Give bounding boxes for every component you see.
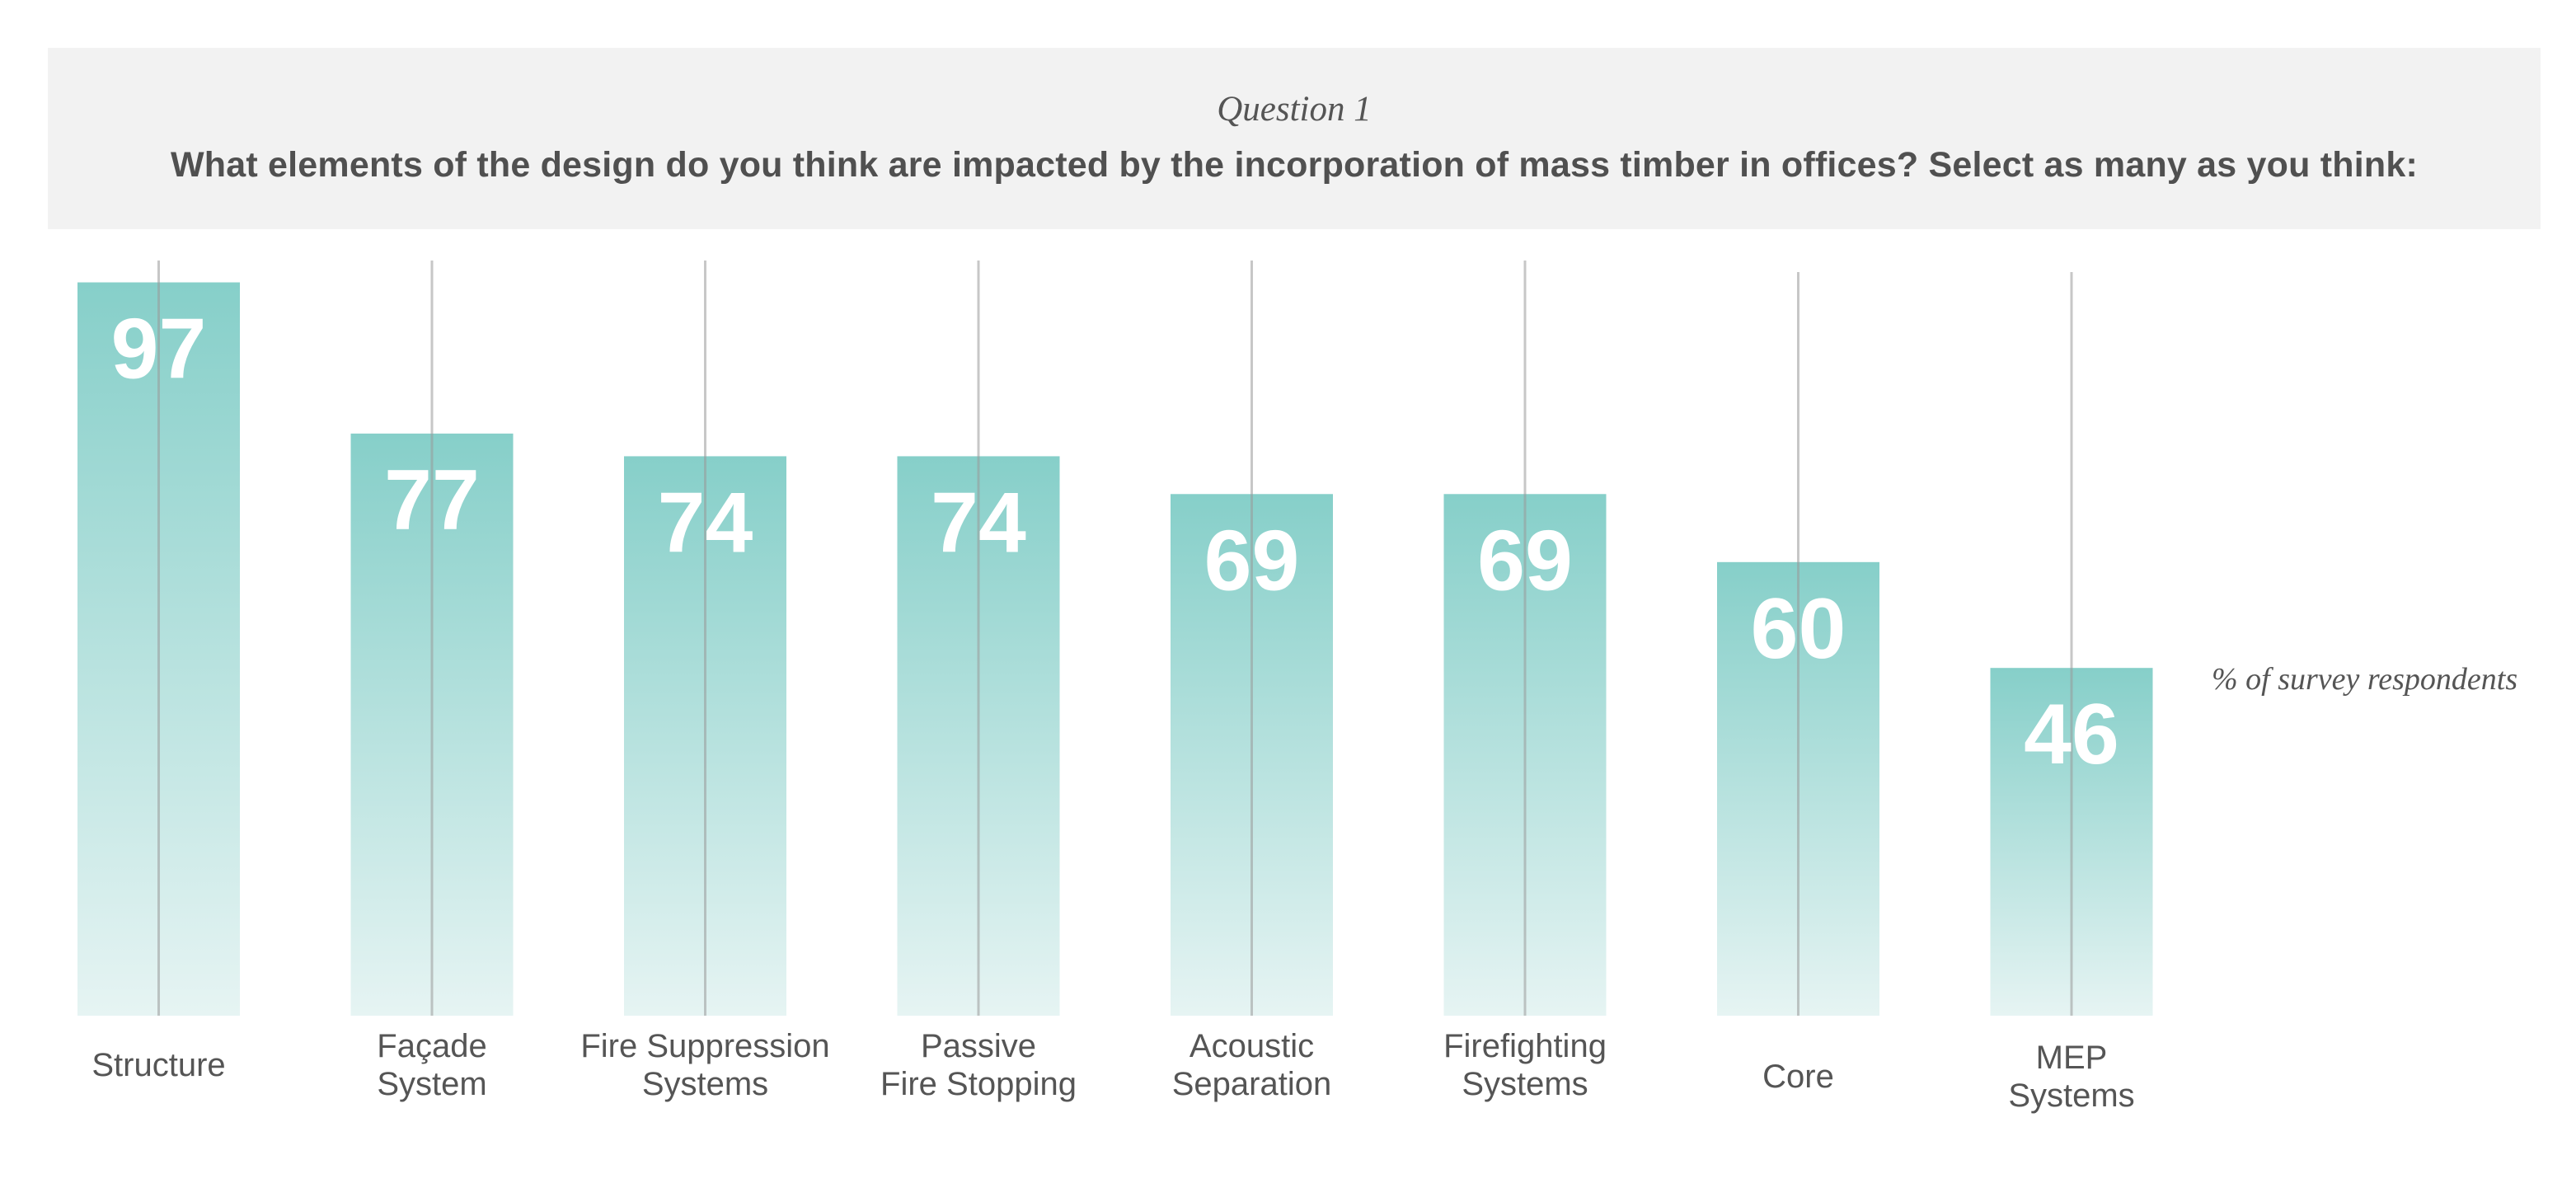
category-label-line: Fire Stopping [880, 1066, 1077, 1102]
bar-group: 74 Passive Fire Stopping [880, 261, 1077, 1102]
category-label-line: Passive [921, 1028, 1036, 1064]
bar-group: 97 Structure [77, 261, 240, 1083]
bar-value-label: 60 [1751, 581, 1846, 677]
question-number: Question 1 [1217, 90, 1372, 129]
category-label-line: Systems [2008, 1078, 2134, 1114]
bar-value-label: 97 [111, 302, 207, 397]
category-label: Façade System [377, 1028, 486, 1102]
category-label: Fire Suppression Systems [580, 1028, 829, 1102]
category-label-line: MEP [2036, 1040, 2108, 1076]
bar-group: 77 Façade System [350, 261, 514, 1102]
category-label-line: System [377, 1066, 486, 1102]
unit-label: % of survey respondents [2212, 662, 2518, 697]
category-label: Structure [91, 1047, 225, 1083]
bar-group: 46 MEP Systems [1990, 272, 2153, 1114]
category-label: MEP Systems [2008, 1040, 2134, 1114]
bar-value-label: 69 [1204, 513, 1300, 608]
category-label: Firefighting Systems [1443, 1028, 1607, 1102]
category-label-line: Systems [1462, 1066, 1588, 1102]
bar-group: 60 Core [1717, 272, 1879, 1095]
category-label-line: Core [1762, 1059, 1834, 1095]
category-label: Acoustic Separation [1172, 1028, 1331, 1102]
category-label-line: Firefighting [1443, 1028, 1607, 1064]
category-label-line: Systems [642, 1066, 768, 1102]
category-label-line: Separation [1172, 1066, 1331, 1102]
bar-group: 74 Fire Suppression Systems [580, 261, 830, 1102]
question-text: What elements of the design do you think… [171, 145, 2418, 185]
category-label-line: Acoustic [1189, 1028, 1314, 1064]
bar-value-label: 69 [1477, 513, 1573, 608]
bar-value-label: 74 [658, 475, 753, 570]
bar-value-label: 74 [931, 475, 1026, 570]
category-label: Core [1762, 1059, 1834, 1095]
question-header: Question 1 What elements of the design d… [48, 48, 2541, 229]
bar-group: 69 Acoustic Separation [1171, 261, 1333, 1102]
category-label-line: Fire Suppression [580, 1028, 829, 1064]
bar-value-label: 46 [2024, 687, 2119, 782]
category-label-line: Façade [377, 1028, 486, 1064]
bar-group: 69 Firefighting Systems [1443, 261, 1607, 1102]
category-label-line: Structure [91, 1047, 225, 1083]
category-label: Passive Fire Stopping [880, 1028, 1077, 1102]
bar-value-label: 77 [384, 453, 480, 548]
